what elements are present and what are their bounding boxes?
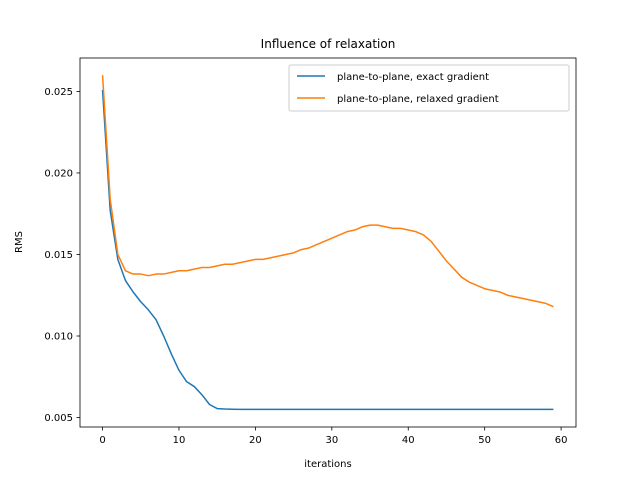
y-tick-label: 0.015 (44, 250, 73, 261)
plot-area (79, 57, 577, 428)
y-axis: 0.005 0.010 0.015 0.020 0.025 (44, 87, 80, 424)
y-tick-label: 0.005 (44, 413, 73, 424)
series-line-2 (101, 75, 554, 308)
y-axis-label: RMS (14, 231, 25, 253)
legend-label-1: plane-to-plane, exact gradient (337, 72, 489, 83)
x-tick-label: 10 (173, 435, 186, 446)
y-tick-label: 0.010 (44, 332, 73, 343)
series-line-1 (101, 89, 554, 411)
x-axis-label: iterations (304, 459, 351, 470)
x-tick-label: 50 (478, 435, 491, 446)
axes-frame (79, 57, 577, 428)
legend: plane-to-plane, exact gradient plane-to-p… (288, 64, 570, 112)
series-layer (101, 75, 554, 411)
y-tick-label: 0.025 (44, 87, 73, 98)
x-axis: 0 10 20 30 40 50 60 (99, 427, 567, 446)
x-tick-label: 0 (99, 435, 105, 446)
chart-title: Influence of relaxation (261, 37, 396, 51)
x-tick-label: 40 (402, 435, 415, 446)
legend-box (288, 64, 570, 112)
x-tick-label: 20 (249, 435, 262, 446)
legend-label-2: plane-to-plane, relaxed gradient (337, 94, 499, 105)
x-tick-label: 60 (555, 435, 568, 446)
x-tick-label: 30 (325, 435, 338, 446)
y-tick-label: 0.020 (44, 168, 73, 179)
